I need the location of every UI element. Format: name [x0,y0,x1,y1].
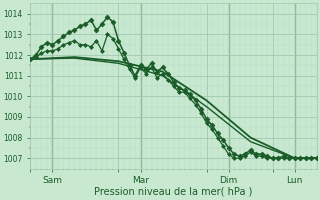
X-axis label: Pression niveau de la mer( hPa ): Pression niveau de la mer( hPa ) [94,187,253,197]
